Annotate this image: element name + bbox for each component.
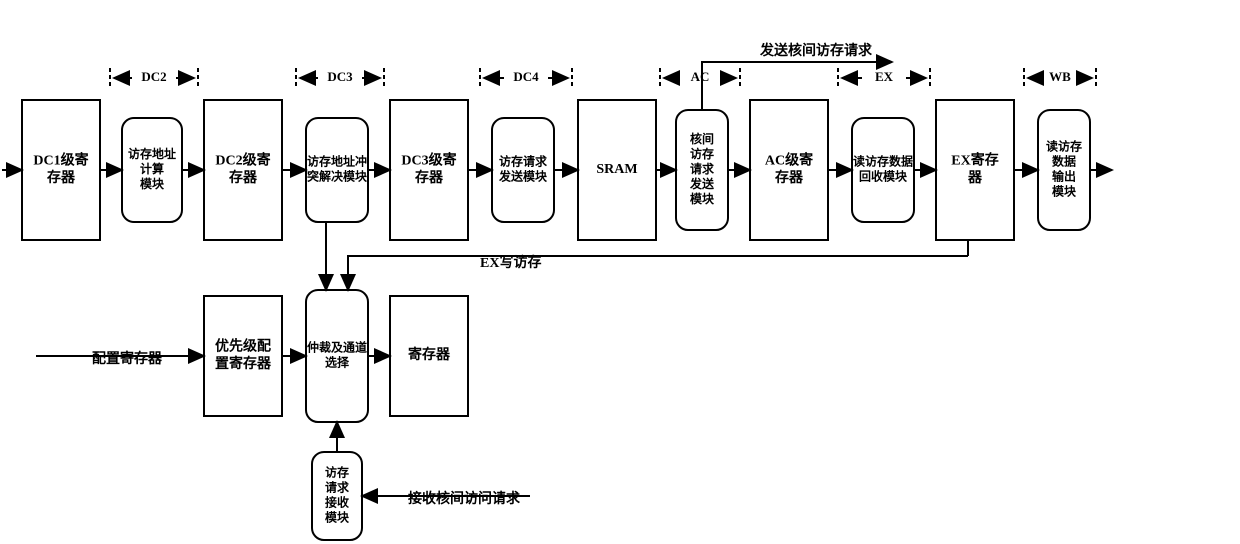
box-dc2: DC2级寄存器 [204,100,282,240]
svg-text:模块: 模块 [140,176,165,191]
svg-text:突解决模块: 突解决模块 [307,168,368,183]
svg-text:EX: EX [875,69,894,84]
svg-text:发送: 发送 [689,176,715,191]
svg-text:计算: 计算 [140,161,164,176]
box-sram: SRAM [578,100,656,240]
svg-text:读访存: 读访存 [1046,138,1082,153]
box-dc1: DC1级寄存器 [22,100,100,240]
label-tx-core: 发送核间访存请求 [759,42,873,59]
svg-text:请求: 请求 [325,479,350,494]
box-dc3: DC3级寄存器 [390,100,468,240]
svg-text:选择: 选择 [325,354,350,369]
svg-text:数据: 数据 [1052,153,1076,168]
stage-s-wb: WB [1024,68,1096,88]
stage-s-dc2: DC2 [110,68,198,88]
svg-text:寄存器: 寄存器 [408,346,451,363]
svg-text:访存地址冲: 访存地址冲 [307,153,367,168]
svg-text:DC2级寄: DC2级寄 [215,151,270,168]
svg-text:WB: WB [1049,69,1071,84]
box-ex: EX寄存器 [936,100,1014,240]
svg-text:存器: 存器 [415,169,444,186]
svg-text:DC3: DC3 [327,69,353,84]
svg-text:仲裁及通道: 仲裁及通道 [307,339,367,354]
box-ac: AC级寄存器 [750,100,828,240]
arrow-ex-write-a [348,256,828,290]
svg-text:DC3级寄: DC3级寄 [401,151,456,168]
label-cfg-reg: 配置寄存器 [92,350,163,367]
svg-text:模块: 模块 [325,509,350,524]
svg-text:AC: AC [691,69,710,84]
svg-text:SRAM: SRAM [596,162,637,177]
box-addr: 访存地址计算模块 [122,118,182,222]
svg-text:存器: 存器 [229,169,258,186]
svg-text:访存请求: 访存请求 [499,153,548,168]
label-rx-core: 接收核间访问请求 [408,490,521,507]
svg-text:器: 器 [967,170,983,186]
svg-text:访存地址: 访存地址 [128,146,176,161]
svg-text:发送模块: 发送模块 [498,168,548,183]
svg-text:访存: 访存 [690,146,714,161]
stage-s-ac: AC [660,68,740,88]
svg-text:AC级寄: AC级寄 [765,151,813,168]
svg-text:DC2: DC2 [141,69,166,84]
label-ex-write: EX写访存 [480,254,541,271]
box-send: 访存请求发送模块 [492,118,554,222]
svg-text:请求: 请求 [690,161,715,176]
svg-text:访存: 访存 [325,464,349,479]
box-conf: 访存地址冲突解决模块 [306,118,368,222]
svg-text:核间: 核间 [690,131,714,146]
svg-text:置寄存器: 置寄存器 [215,355,272,372]
svg-text:DC1级寄: DC1级寄 [33,151,88,168]
box-rxreq: 访存请求接收模块 [312,452,362,540]
svg-text:模块: 模块 [1052,183,1077,198]
box-reg: 寄存器 [390,296,468,416]
svg-text:DC4: DC4 [513,69,539,84]
stage-s-dc3: DC3 [296,68,384,88]
svg-text:EX寄存: EX寄存 [951,151,998,168]
svg-text:存器: 存器 [47,169,76,186]
box-recv: 读访存数据回收模块 [852,118,914,222]
box-arb: 仲裁及通道选择 [306,290,368,422]
box-out: 读访存数据输出模块 [1038,110,1090,230]
svg-text:回收模块: 回收模块 [859,168,908,183]
box-core: 核间访存请求发送模块 [676,110,728,230]
svg-text:存器: 存器 [775,169,804,186]
stage-s-ex: EX [838,68,930,88]
svg-text:输出: 输出 [1052,168,1076,183]
svg-text:接收: 接收 [325,494,349,509]
stage-s-dc4: DC4 [480,68,572,88]
svg-text:优先级配: 优先级配 [215,337,271,354]
svg-text:读访存数据: 读访存数据 [853,153,913,168]
svg-text:模块: 模块 [690,191,715,206]
box-pricfg: 优先级配置寄存器 [204,296,282,416]
